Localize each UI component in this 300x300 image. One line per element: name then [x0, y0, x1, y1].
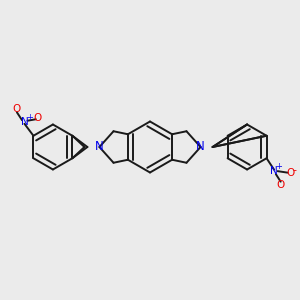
Text: -: - — [292, 165, 296, 175]
Text: O: O — [33, 113, 41, 123]
Text: N: N — [95, 140, 104, 154]
Text: O: O — [13, 104, 21, 114]
Text: +: + — [275, 162, 282, 171]
Text: N: N — [270, 166, 278, 176]
Text: O: O — [277, 180, 285, 190]
Text: N: N — [196, 140, 205, 154]
Text: O: O — [286, 168, 295, 178]
Text: +: + — [26, 112, 33, 122]
Text: N: N — [21, 117, 28, 127]
